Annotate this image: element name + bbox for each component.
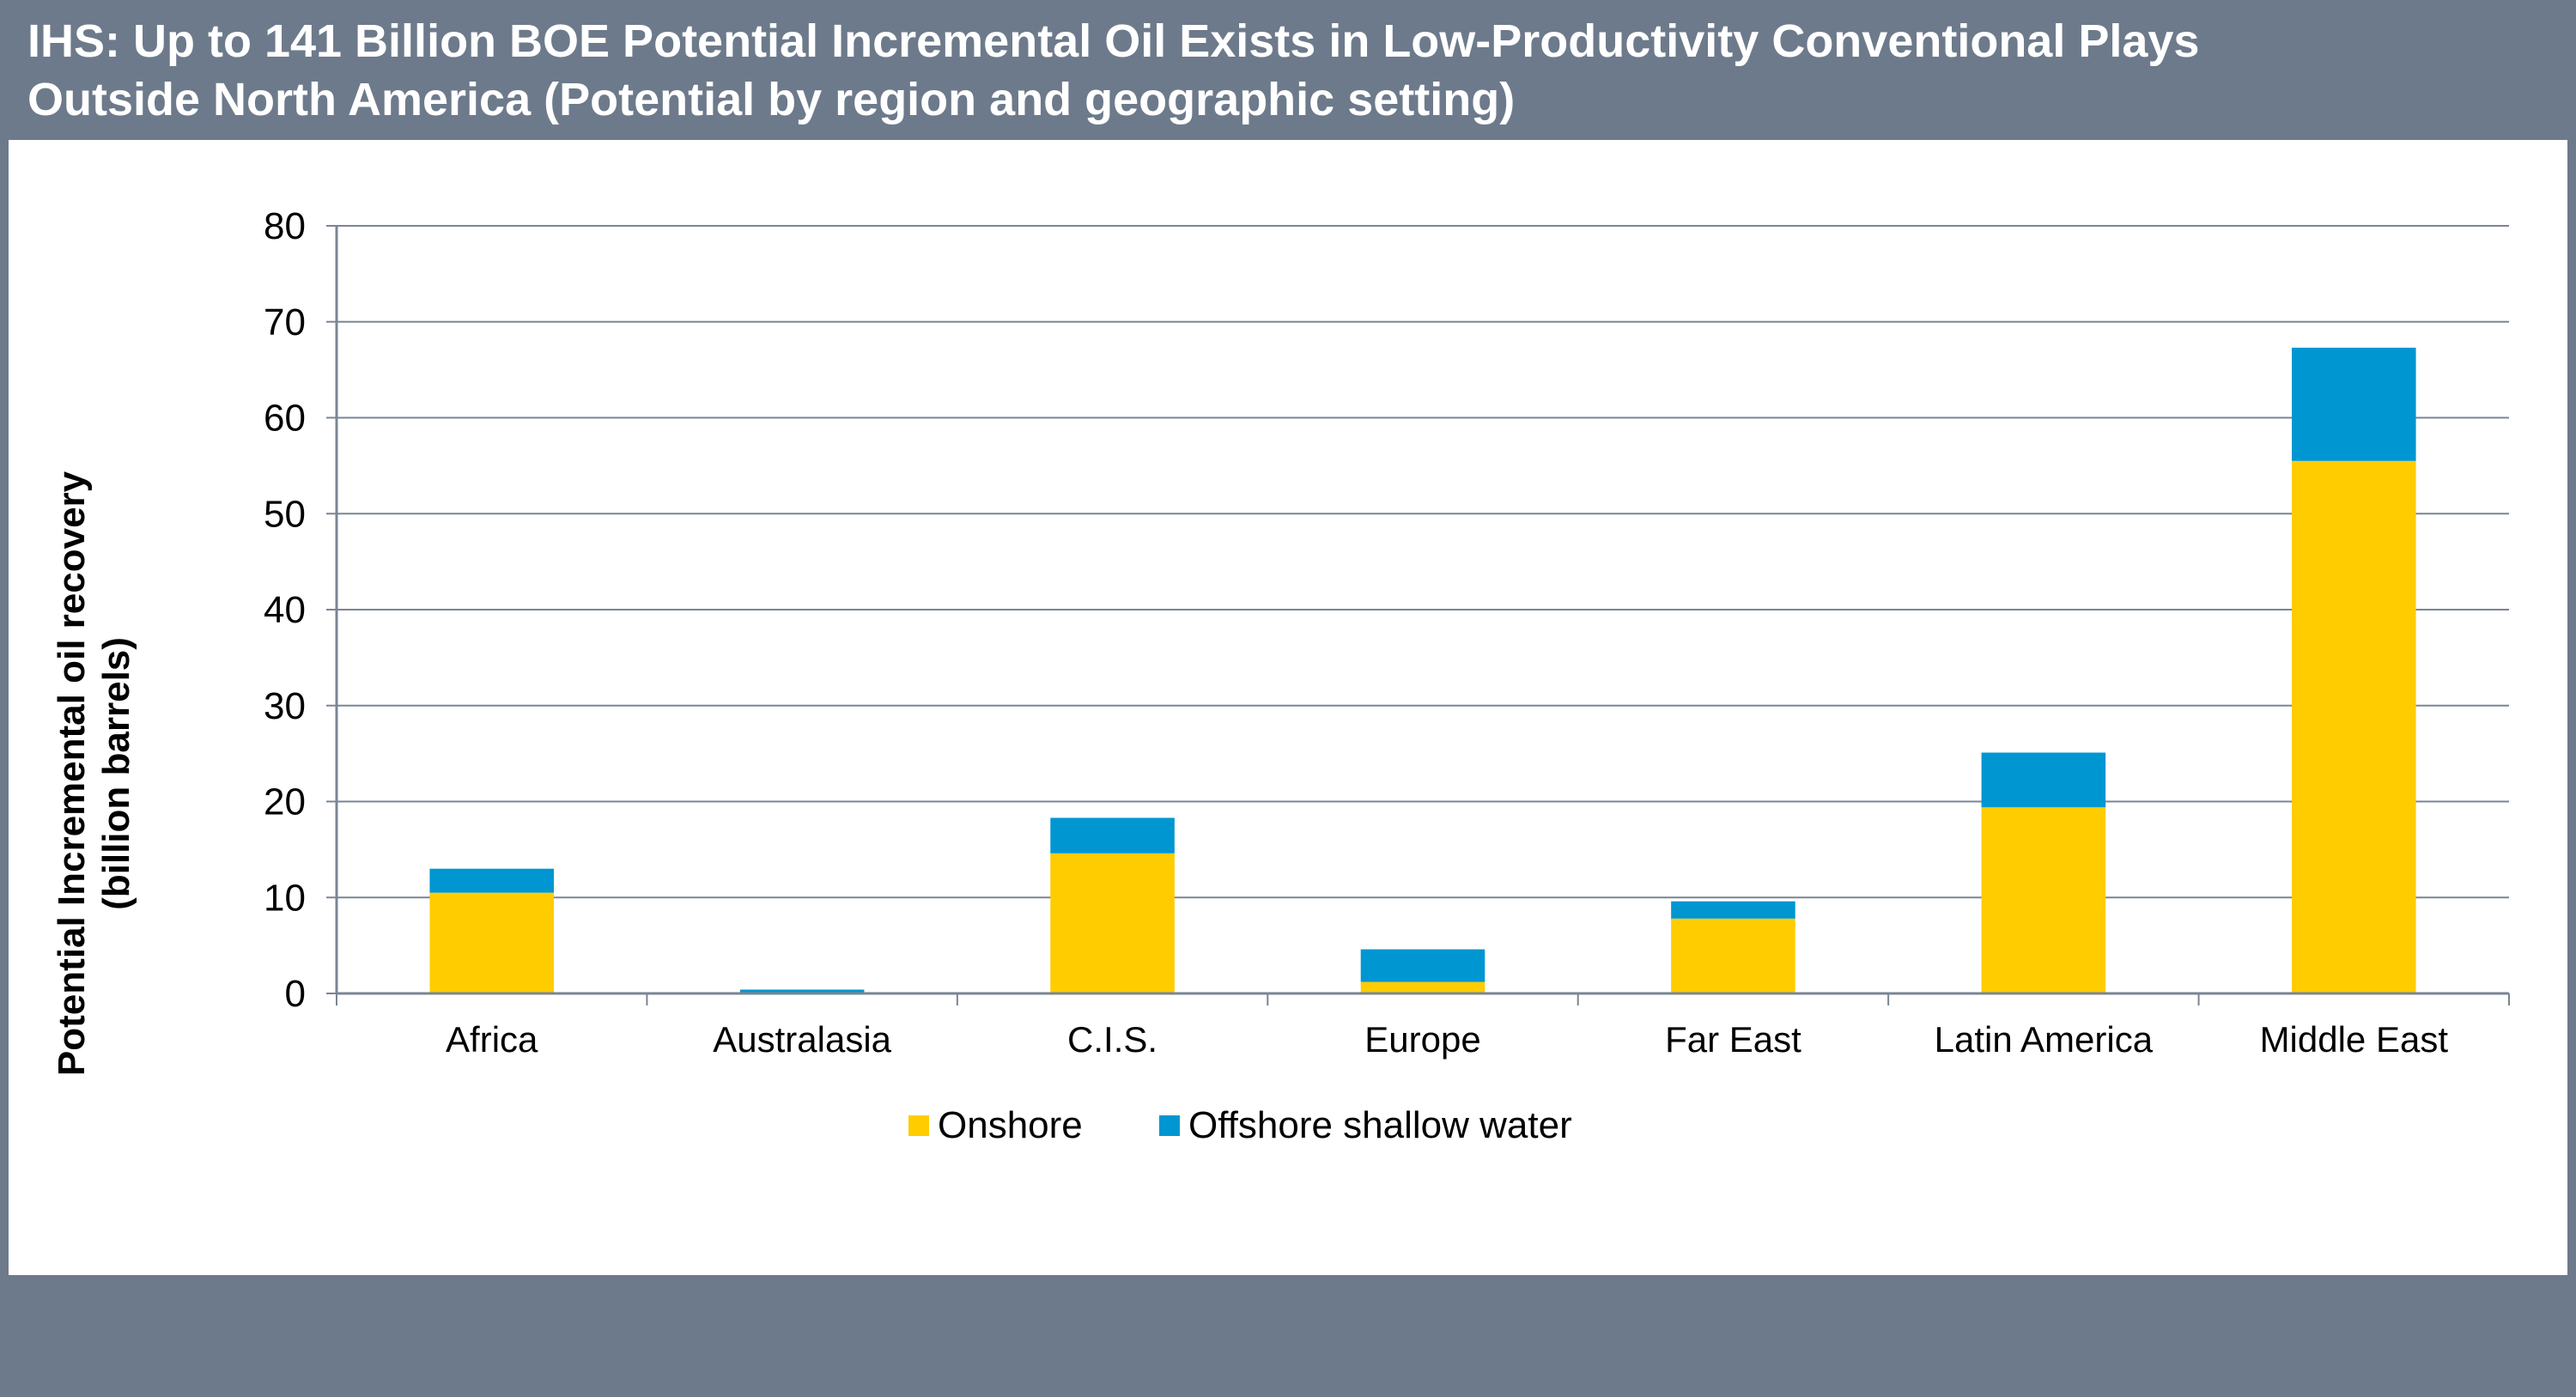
chart-title-line-2: Outside North America (Potential by regi…: [27, 74, 1516, 125]
x-tick-label: Middle East: [2260, 1019, 2449, 1060]
x-tick-label: Australasia: [713, 1019, 891, 1060]
axes: [326, 225, 2510, 1005]
y-axis-label: Potential Incremental oil recovery (bill…: [51, 471, 137, 1076]
bar-segment-offshore: [429, 868, 554, 893]
bar-segment-onshore: [1981, 807, 2106, 993]
bar-segment-onshore: [1360, 981, 1485, 993]
bar-segment-offshore: [1360, 949, 1485, 982]
y-tick-labels: 0 10 20 30 40 50 60 70 80: [264, 205, 306, 1015]
bar-segment-offshore: [1981, 752, 2106, 808]
note-text: Notes: Assumes a 10 percentage point imp…: [29, 1327, 933, 1358]
copyright-text: © 2015 IHS: [2396, 1364, 2538, 1394]
chart-frame: IHS: Up to 141 Billion BOE Potential Inc…: [9, 12, 2567, 1394]
chart-notes: Notes: Assumes a 10 percentage point imp…: [29, 1325, 932, 1397]
bar-segment-onshore: [1671, 918, 1795, 993]
y-tick-label: 30: [264, 685, 306, 727]
stacked-bar-chart: 0 10 20 30 40 50 60 70 80 Africa Australasia C.I.S…: [51, 205, 2510, 1146]
bar-segment-onshore: [2292, 460, 2416, 993]
y-tick-label: 80: [264, 205, 306, 247]
gridlines: [337, 225, 2509, 899]
legend-swatch-offshore: [1159, 1115, 1180, 1136]
x-tick-label: Africa: [446, 1019, 538, 1060]
legend-label-onshore: Onshore: [938, 1104, 1083, 1146]
y-tick-label: 70: [264, 301, 306, 343]
legend-label-offshore: Offshore shallow water: [1188, 1104, 1572, 1146]
y-tick-label: 10: [264, 877, 306, 919]
x-tick-label: Latin America: [1935, 1019, 2154, 1060]
source-text: Source: IHS Energy: [29, 1364, 272, 1394]
y-tick-label: 0: [285, 973, 306, 1015]
y-tick-label: 40: [264, 589, 306, 631]
chart-panel: 0 10 20 30 40 50 60 70 80 Africa Australasia C.I.S…: [9, 140, 2567, 1394]
bar-segment-offshore: [1050, 817, 1175, 853]
y-tick-label: 50: [264, 493, 306, 535]
legend: Onshore Offshore shallow water: [908, 1104, 1572, 1146]
x-tick-label: C.I.S.: [1067, 1019, 1157, 1060]
y-tick-label: 60: [264, 398, 306, 440]
y-axis-label-line-2: (billion barrels): [95, 637, 137, 910]
x-tick-labels: Africa Australasia C.I.S. Europe Far East Lat…: [446, 1019, 2448, 1060]
bars: [429, 347, 2416, 993]
bar-segment-offshore: [2292, 347, 2416, 461]
bar-segment-offshore: [739, 989, 865, 993]
chart-title-line-1: IHS: Up to 141 Billion BOE Potential Inc…: [27, 15, 2200, 67]
bar-segment-onshore: [1050, 853, 1175, 993]
bar-segment-offshore: [1671, 901, 1795, 919]
legend-swatch-onshore: [908, 1115, 929, 1136]
x-tick-label: Far East: [1665, 1019, 1801, 1060]
chart-title: IHS: Up to 141 Billion BOE Potential Inc…: [27, 12, 2552, 129]
x-tick-label: Europe: [1364, 1019, 1480, 1060]
bar-segment-onshore: [429, 892, 554, 993]
y-axis-label-line-1: Potential Incremental oil recovery: [51, 471, 93, 1076]
y-tick-label: 20: [264, 781, 306, 823]
